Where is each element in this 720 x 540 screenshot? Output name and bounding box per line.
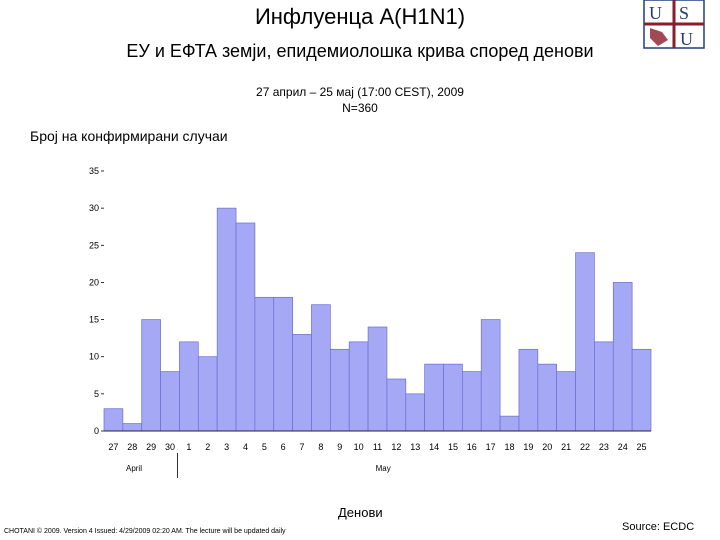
x-tick-label: 21 [561,442,571,452]
bar-20 [537,363,558,432]
logo-letter-u2: U [680,29,693,49]
bar-4 [235,222,256,432]
x-tick-label: 13 [410,442,420,452]
footer-source: Source: ECDC [622,521,695,533]
chart-title: Инфлуенца А(H1N1) [254,4,466,29]
x-tick-label: 24 [618,442,628,452]
y-tick-label: 25 [89,240,99,250]
period-block: 27 април – 25 мај (17:00 CEST), 2009 N=3… [0,84,720,116]
chart-subtitle: ЕУ и ЕФТА земји, епидемиолошка крива спо… [126,41,594,61]
bar-8 [311,304,331,432]
x-tick-label: 10 [354,442,364,452]
x-tick-label: 14 [429,442,439,452]
y-tick-label: 30 [89,203,99,213]
bar-23 [594,341,614,432]
x-tick-label: 2 [205,442,210,452]
bar-27 [103,408,124,432]
x-tick-label: 27 [108,442,118,452]
bar-28 [122,423,143,432]
bar-2 [197,356,218,432]
x-tick-label: 3 [224,442,229,452]
x-tick-label: 11 [373,442,382,452]
x-tick-label: 8 [318,442,323,452]
logo-letter-s: S [679,3,689,23]
x-tick-label: 23 [599,442,609,452]
x-tick-label: 25 [637,442,647,452]
x-axis-label: Денови [338,505,383,520]
x-tick-label: 22 [580,442,590,452]
y-tick-label: 10 [89,352,99,362]
bar-22 [575,252,595,432]
bar-25 [631,348,652,432]
x-tick-label: 4 [243,442,248,452]
bar-29 [141,319,161,432]
bar-3 [216,207,237,432]
x-tick-label: 1 [186,442,191,452]
x-tick-label: 18 [505,442,515,452]
case-count: N=360 [342,101,378,115]
x-tick-label: 15 [448,442,458,452]
bar-5 [254,296,275,432]
bar-11 [367,326,388,432]
x-tick-label: 19 [523,442,533,452]
usu-logo: U S U [643,0,705,49]
x-tick-label: 20 [542,442,552,452]
y-axis-label: Број на конфирмирани случаи [30,128,228,144]
bar-17 [480,319,501,432]
x-tick-label: 16 [467,442,477,452]
y-tick-label: 0 [94,426,99,436]
bar-21 [556,371,576,432]
bar-14 [424,363,444,432]
bar-10 [348,341,369,432]
x-tick-label: 17 [486,442,496,452]
bar-13 [405,393,426,432]
bar-7 [292,334,312,432]
logo-letter-u1: U [649,3,662,23]
y-tick-label: 15 [89,315,99,325]
y-tick-label: 20 [89,277,99,287]
bar-19 [518,348,539,432]
footer-credit: CHOTANI © 2009. Version 4 Issued: 4/29/2… [4,528,286,535]
bar-6 [273,296,293,432]
bar-30 [160,371,180,432]
bar-16 [462,371,482,432]
bar-15 [443,363,463,432]
month-label-may: May [376,464,391,473]
y-tick-label: 35 [89,166,99,176]
x-tick-label: 7 [300,442,305,452]
bar-9 [329,348,350,432]
x-tick-label: 28 [127,442,137,452]
x-tick-label: 9 [337,442,342,452]
period-dates: 27 април – 25 мај (17:00 CEST), 2009 [256,85,464,99]
month-label-april: April [126,464,142,473]
bar-12 [386,378,407,432]
x-tick-label: 29 [146,442,156,452]
x-tick-label: 12 [391,442,401,452]
bar-18 [499,415,520,432]
bar-1 [179,341,199,432]
x-tick-label: 6 [281,442,286,452]
bar-24 [612,282,633,432]
x-tick-label: 30 [165,442,175,452]
x-tick-label: 5 [262,442,267,452]
y-tick-label: 5 [94,389,99,399]
